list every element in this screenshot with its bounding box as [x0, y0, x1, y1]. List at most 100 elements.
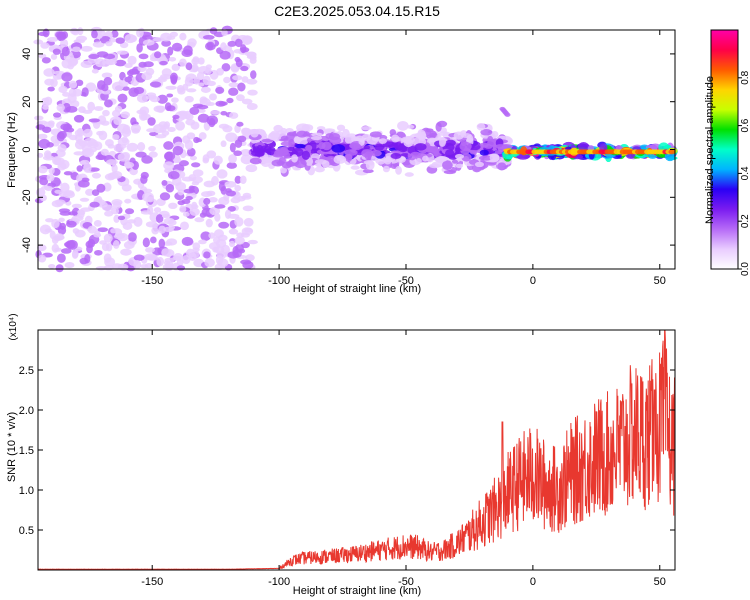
heat-cell [190, 121, 200, 130]
heat-cell [166, 93, 174, 98]
heat-cell [87, 225, 98, 234]
heat-cell [58, 217, 65, 222]
heat-cell [186, 88, 197, 93]
heat-cell [63, 171, 73, 176]
heat-cell [242, 192, 252, 198]
heat-cell [218, 221, 230, 229]
heat-cell [51, 218, 60, 229]
heat-cell [165, 183, 175, 193]
heat-cell [77, 180, 90, 188]
heat-cell [209, 206, 221, 216]
heat-cell [225, 188, 232, 193]
heat-cell [58, 85, 68, 94]
heat-cell [206, 41, 215, 48]
heat-cell [451, 159, 458, 164]
heat-cell [47, 86, 55, 92]
heat-cell [133, 260, 142, 270]
heat-cell [191, 204, 199, 210]
heat-cell [208, 232, 216, 239]
heat-cell [141, 188, 153, 194]
y-tick-label: -20 [21, 189, 33, 205]
heat-cell [60, 38, 69, 49]
heat-cell [212, 246, 219, 253]
heat-cell [131, 160, 140, 170]
heat-cell [197, 57, 205, 65]
heat-cell [455, 163, 464, 169]
heat-cell [241, 127, 252, 136]
heat-cell [221, 63, 231, 72]
heat-cell [145, 247, 156, 253]
heat-cell [156, 94, 168, 104]
heat-cell [59, 211, 72, 216]
heat-cell [163, 226, 174, 233]
heat-cell [60, 248, 72, 254]
heat-cell [110, 170, 123, 179]
heat-cell [172, 145, 184, 156]
heat-cell [188, 185, 195, 191]
heat-cell [74, 140, 86, 150]
heat-cell [82, 148, 95, 158]
y-tick-label: 40 [21, 48, 33, 60]
heat-cell [392, 136, 403, 142]
heat-cell [497, 162, 507, 171]
heat-cell [417, 129, 426, 140]
heat-cell [358, 138, 365, 146]
heat-cell [165, 265, 173, 271]
heat-cell [46, 142, 54, 148]
heat-cell [170, 74, 178, 85]
heat-cell [226, 162, 238, 169]
y-tick-label: 0 [21, 146, 33, 152]
heat-cell [141, 155, 153, 164]
snr-x-label: Height of straight line (km) [293, 585, 421, 597]
heat-cell [177, 188, 185, 196]
heat-cell [233, 150, 242, 157]
heat-cell [161, 180, 168, 186]
heat-cell [234, 175, 242, 184]
heat-cell [164, 257, 175, 263]
heat-cell [236, 121, 244, 127]
heat-cell [102, 58, 110, 67]
heat-cell [504, 112, 511, 117]
heat-cell [236, 94, 245, 102]
x-tick-label: 0 [530, 275, 536, 287]
heat-cell [209, 93, 217, 101]
heat-cell [66, 127, 75, 133]
heat-cell [165, 85, 177, 90]
heat-cell [142, 39, 155, 46]
heat-cell [79, 257, 89, 265]
heat-cell [93, 219, 102, 227]
y-tick-label: -40 [21, 237, 33, 253]
heat-cell [140, 210, 152, 215]
heat-cell [208, 197, 218, 203]
heat-cell [52, 112, 62, 118]
heat-cell [91, 172, 102, 179]
heat-cell [43, 68, 55, 77]
heat-cell [410, 151, 422, 157]
heat-cell [191, 162, 201, 168]
heat-cell [228, 82, 240, 88]
heat-cell [459, 141, 472, 151]
heat-cell [57, 31, 67, 41]
heat-cell [291, 154, 298, 163]
heat-cell [47, 37, 59, 43]
heat-cell [137, 142, 146, 152]
heat-cell [68, 80, 78, 89]
heat-cell [167, 171, 180, 180]
heat-cell [415, 157, 422, 164]
heat-cell [188, 174, 197, 182]
heat-cell [237, 82, 246, 92]
heat-cell [278, 156, 286, 164]
heat-cell [177, 200, 185, 206]
heat-cell [328, 132, 341, 141]
heat-cell [202, 34, 215, 40]
heat-cell [136, 28, 144, 38]
heat-cell [404, 172, 414, 177]
heat-cell [120, 248, 132, 256]
heat-cell [234, 38, 243, 48]
heat-cell [111, 30, 119, 38]
heat-cell [215, 255, 224, 265]
heat-cell [147, 117, 156, 126]
heat-cell [374, 143, 385, 151]
heat-cell [127, 55, 137, 65]
heat-cell [245, 254, 255, 262]
